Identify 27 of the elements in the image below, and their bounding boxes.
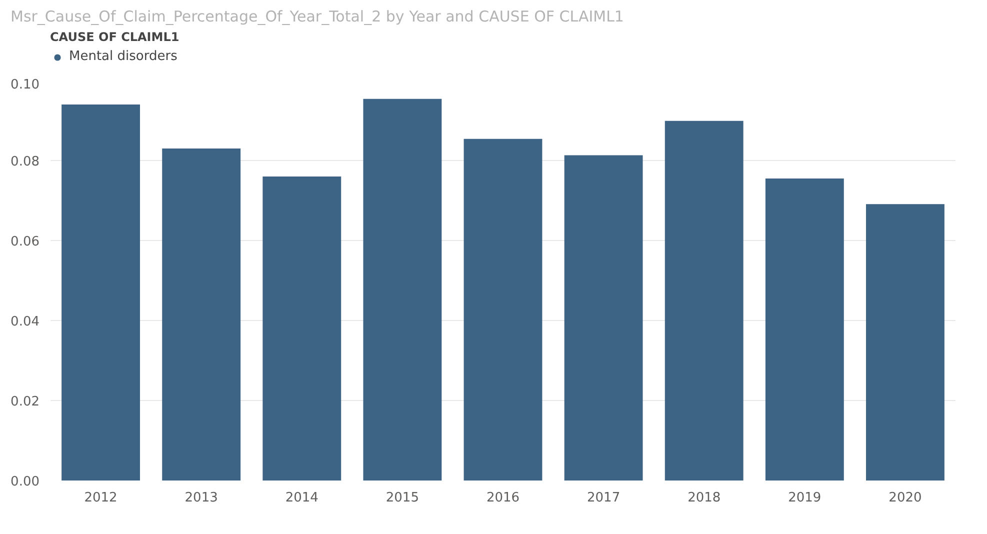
bar (262, 176, 342, 480)
legend-title: CAUSE OF CLAIML1 (50, 30, 180, 44)
bar (866, 204, 944, 480)
x-tick-label: 2017 (587, 490, 620, 506)
x-tick-label: 2014 (285, 490, 318, 506)
bar (664, 120, 744, 480)
y-tick-label: 0.04 (10, 314, 40, 330)
y-tick-label: 0.00 (10, 474, 40, 490)
y-tick-label: 0.10 (10, 78, 40, 92)
y-tick-label: 0.08 (10, 154, 40, 170)
bar (765, 178, 844, 480)
y-tick-label: 0.02 (10, 394, 40, 410)
legend-label: Mental disorders (69, 49, 178, 64)
x-tick-label: 2015 (386, 490, 419, 506)
bar (162, 148, 241, 480)
x-tick-label: 2018 (688, 490, 721, 506)
bar (564, 155, 643, 480)
bar (464, 138, 542, 480)
bar (363, 98, 442, 480)
bar (62, 104, 140, 480)
chart-title: Msr_Cause_Of_Claim_Percentage_Of_Year_Total_2 by Year and CAUSE OF CLAIML1 (10, 8, 624, 26)
y-tick-label: 0.06 (10, 234, 40, 250)
x-tick-label: 2013 (184, 490, 218, 506)
x-tick-label: 2019 (788, 490, 822, 506)
x-tick-label: 2020 (888, 490, 922, 506)
x-tick-label: 2016 (486, 490, 520, 506)
x-tick-label: 2012 (84, 490, 118, 506)
